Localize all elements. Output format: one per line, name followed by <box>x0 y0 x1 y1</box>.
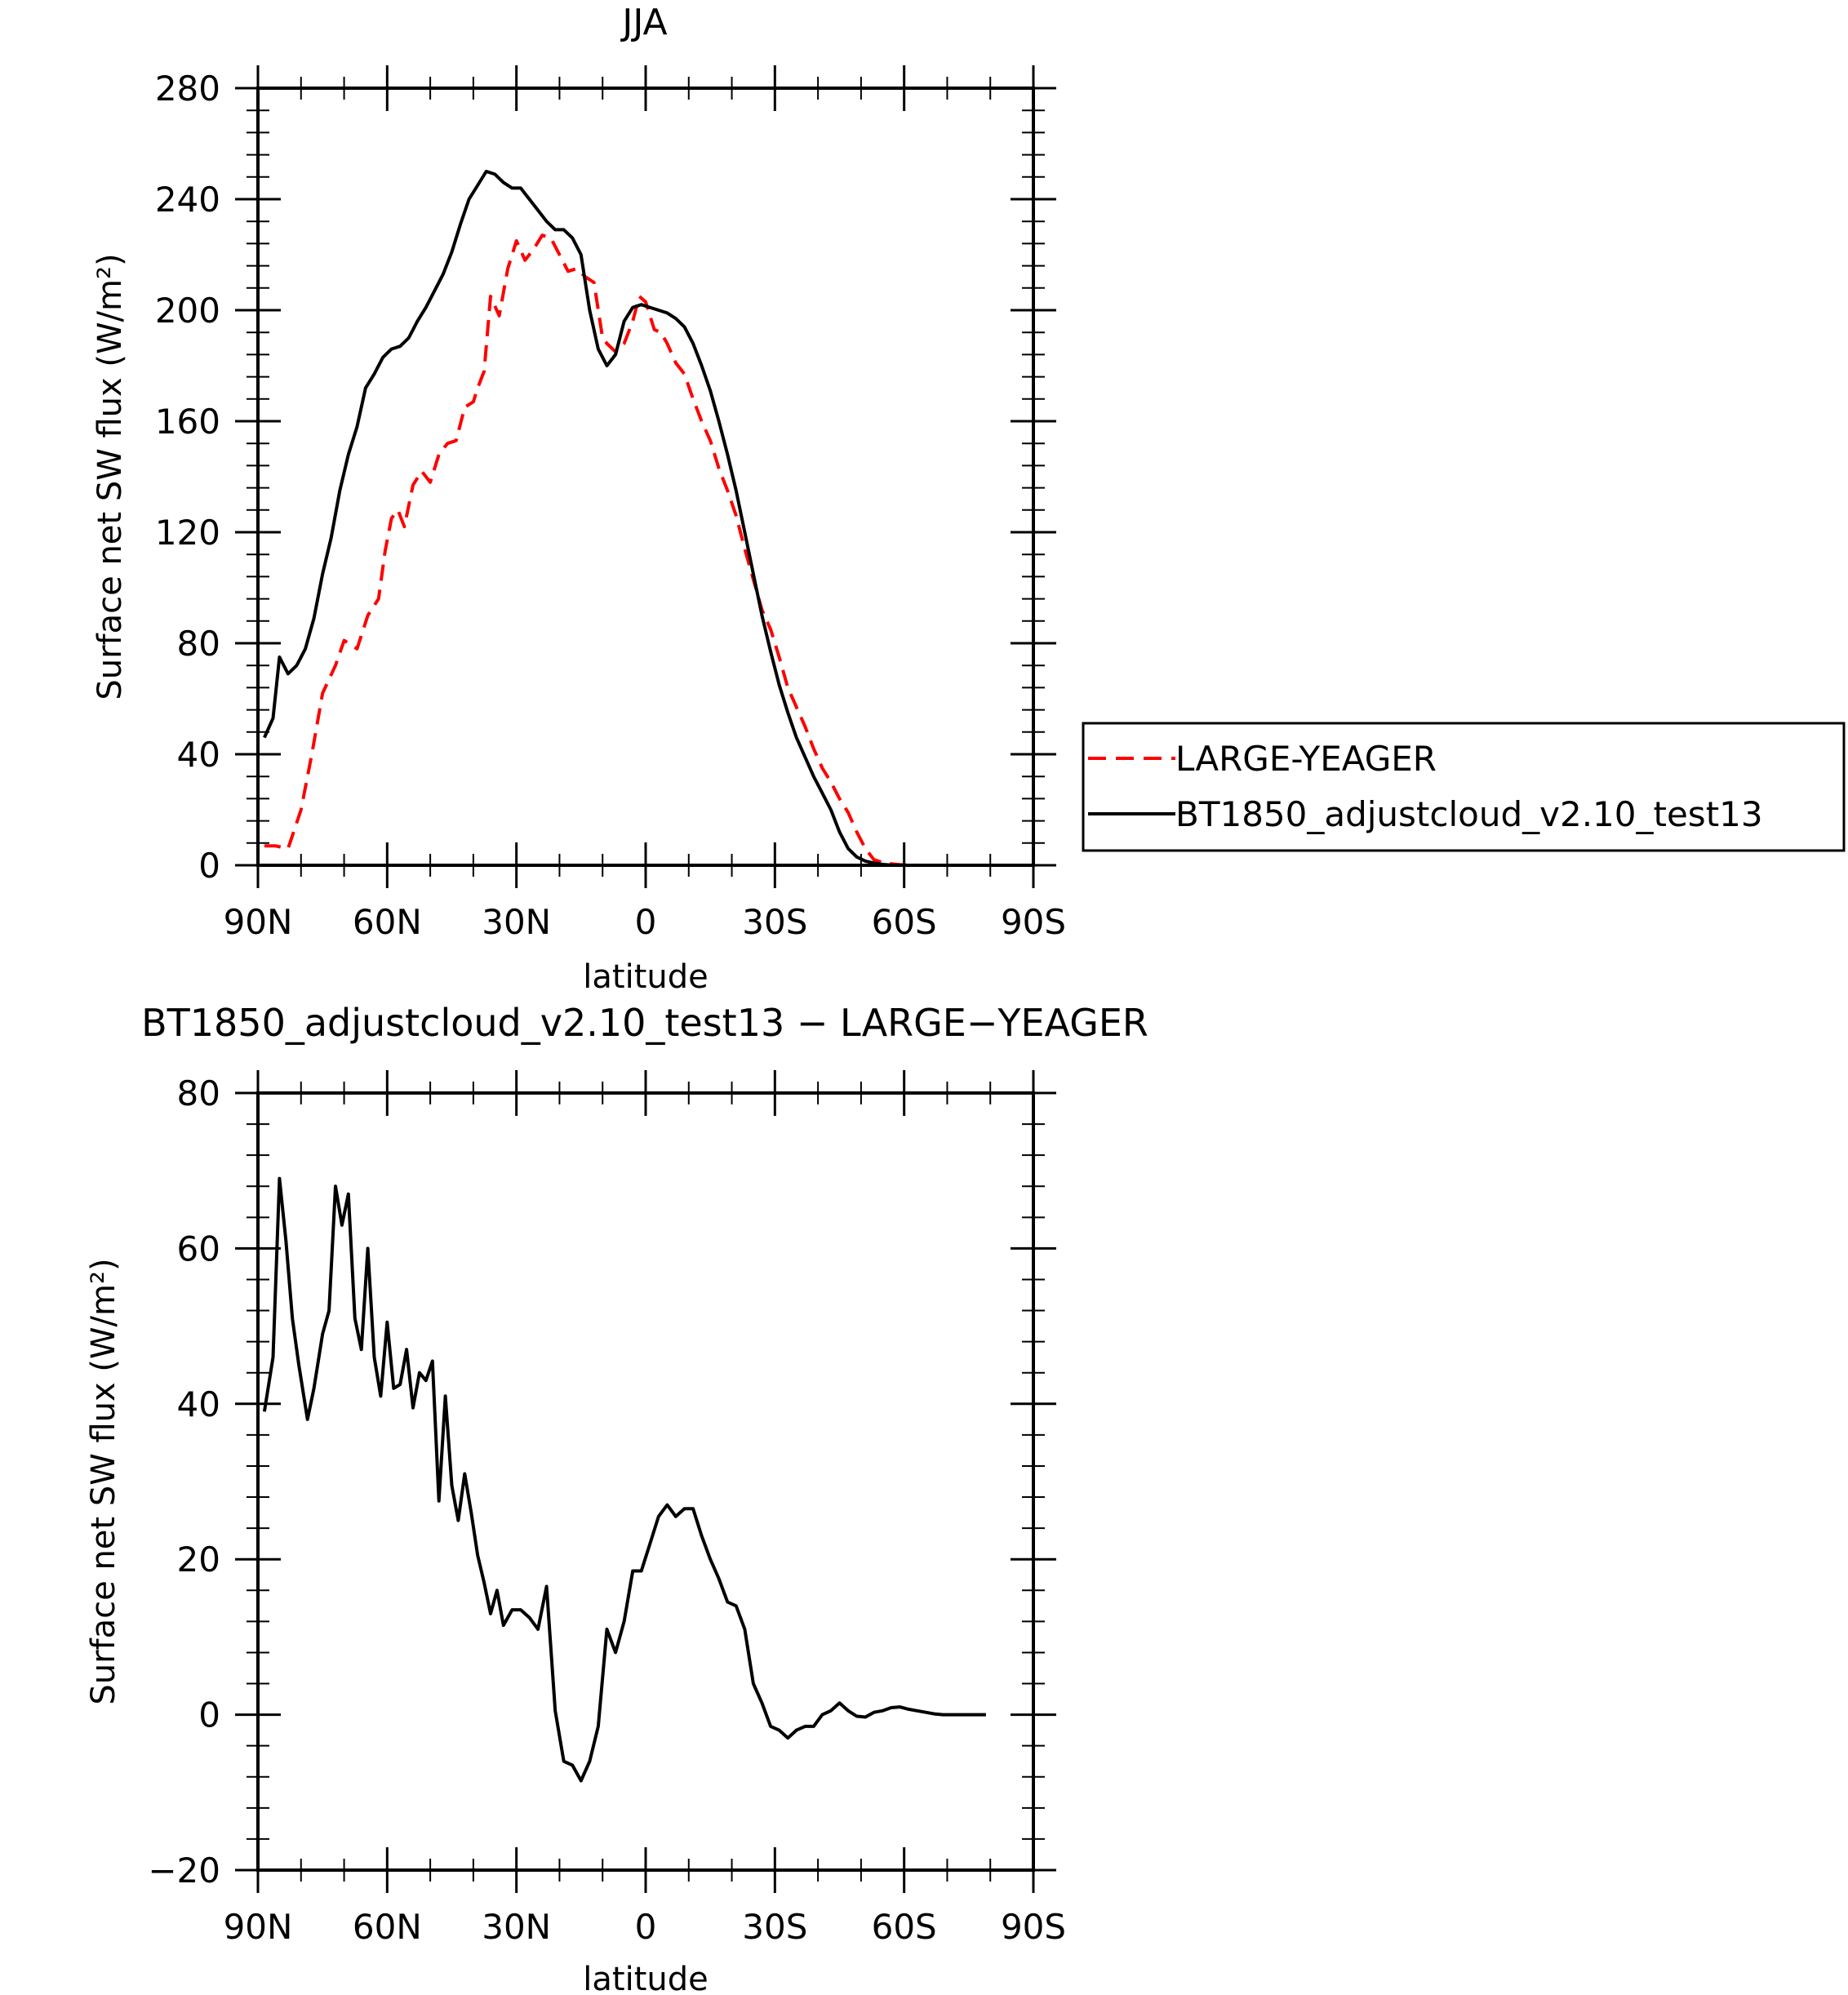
bottom-chart-y-tick-label: 40 <box>177 1384 220 1424</box>
bottom-chart-y-tick-label: −20 <box>148 1851 220 1891</box>
bottom-chart-panel: BT1850_adjustcloud_v2.10_test13 − LARGE−… <box>85 1001 1148 1995</box>
bottom-chart-plot-frame <box>256 1091 1035 1872</box>
bottom-chart-y-axis-label: Surface net SW flux (W/m²) <box>85 1258 122 1704</box>
top-chart-series-line-1 <box>264 233 1021 867</box>
top-chart-panel: JJA 0 40 80 120 160 200 240 280 90N 60N 30N 0 30S 60S… <box>91 2 1846 996</box>
top-chart-y-tick-label: 120 <box>155 513 220 553</box>
top-chart-y-tick-label: 240 <box>155 180 220 220</box>
bottom-chart-x-axis-label: latitude <box>583 1961 708 1995</box>
bottom-chart-y-tick-label: 60 <box>177 1229 220 1269</box>
top-chart-y-tick-label: 200 <box>155 291 220 331</box>
legend-label-large-yeager: LARGE-YEAGER <box>1175 739 1437 779</box>
bottom-chart-y-tick-label: 0 <box>198 1695 220 1735</box>
top-chart-x-tick-label: 60N <box>353 902 422 942</box>
top-chart-x-tick-label: 60S <box>872 902 937 942</box>
top-chart-title: JJA <box>620 2 667 43</box>
legend-label-bt1850: BT1850_adjustcloud_v2.10_test13 <box>1175 794 1763 834</box>
top-chart-x-tick-label: 90N <box>224 902 293 942</box>
bottom-chart-y-tick-label: 80 <box>177 1073 220 1113</box>
bottom-chart-x-tick-label: 90S <box>1001 1907 1066 1947</box>
bottom-chart-y-tick-label: 20 <box>177 1540 220 1580</box>
top-chart-x-tick-label: 30N <box>482 902 551 942</box>
top-chart-y-axis-label: Surface net SW flux (W/m²) <box>91 253 129 700</box>
top-chart-y-tick-label: 0 <box>198 846 220 886</box>
bottom-chart-ticks-layer: −20 0 20 40 60 80 90N 60N 30N 0 30S 60S 90S <box>148 1070 1066 1947</box>
top-chart-y-tick-label: 280 <box>155 69 220 109</box>
bottom-chart-series-layer <box>262 1176 986 1783</box>
top-chart-x-axis-label: latitude <box>583 958 708 996</box>
top-chart-series-layer <box>263 170 1021 867</box>
top-chart-ticks-layer: 0 40 80 120 160 200 240 280 90N 60N 30N 0 30S 60S 90S <box>155 65 1066 942</box>
bottom-chart-x-tick-label: 90N <box>224 1907 293 1947</box>
top-chart-y-tick-label: 160 <box>155 402 220 442</box>
top-chart-legend: LARGE-YEAGER BT1850_adjustcloud_v2.10_te… <box>1082 722 1846 852</box>
bottom-chart-title: BT1850_adjustcloud_v2.10_test13 − LARGE−… <box>141 1001 1148 1045</box>
top-chart-x-tick-label: 90S <box>1001 902 1066 942</box>
bottom-chart-x-tick-label: 30S <box>742 1907 807 1947</box>
top-chart-x-tick-label: 0 <box>635 902 657 942</box>
legend-box <box>1082 722 1846 852</box>
top-chart-x-tick-label: 30S <box>742 902 807 942</box>
top-chart-series-line-2 <box>263 170 1021 867</box>
top-chart-y-tick-label: 40 <box>177 735 220 775</box>
bottom-chart-x-tick-label: 60S <box>872 1907 937 1947</box>
bottom-chart-x-tick-label: 30N <box>482 1907 551 1947</box>
bottom-chart-x-tick-label: 60N <box>353 1907 422 1947</box>
bottom-chart-x-tick-label: 0 <box>635 1907 657 1947</box>
bottom-chart-series-line-1 <box>262 1176 986 1783</box>
top-chart-plot-frame <box>256 87 1035 867</box>
top-chart-y-tick-label: 80 <box>177 624 220 664</box>
